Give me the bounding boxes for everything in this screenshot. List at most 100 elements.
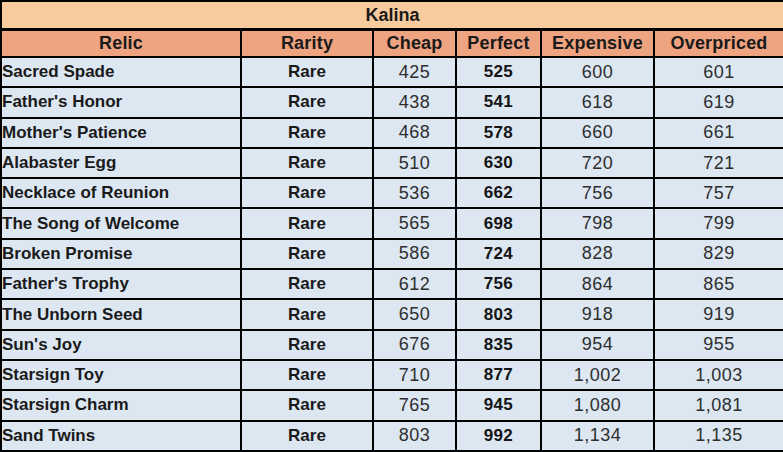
cheap-price-cell: 612: [373, 269, 456, 299]
relic-name-cell: Father's Trophy: [1, 269, 241, 299]
relic-name-cell: The Song of Welcome: [1, 208, 241, 238]
cheap-price-cell: 425: [373, 57, 456, 87]
rarity-cell: Rare: [241, 269, 373, 299]
table-row: The Unborn SeedRare650803918919: [1, 299, 783, 329]
table-row: Sand TwinsRare8039921,1341,135: [1, 421, 783, 451]
table-row: Starsign CharmRare7659451,0801,081: [1, 390, 783, 420]
relic-name-cell: Alabaster Egg: [1, 148, 241, 178]
rarity-cell: Rare: [241, 57, 373, 87]
expensive-price-cell: 660: [541, 118, 654, 148]
expensive-price-cell: 954: [541, 330, 654, 360]
table-row: Father's TrophyRare612756864865: [1, 269, 783, 299]
perfect-price-cell: 630: [456, 148, 541, 178]
cheap-price-cell: 650: [373, 299, 456, 329]
table-row: Necklace of ReunionRare536662756757: [1, 178, 783, 208]
relic-name-cell: Starsign Toy: [1, 360, 241, 390]
cheap-price-cell: 565: [373, 208, 456, 238]
relic-name-cell: The Unborn Seed: [1, 299, 241, 329]
expensive-price-cell: 828: [541, 239, 654, 269]
overpriced-price-cell: 601: [654, 57, 783, 87]
expensive-price-cell: 1,134: [541, 421, 654, 451]
overpriced-price-cell: 1,003: [654, 360, 783, 390]
perfect-price-cell: 877: [456, 360, 541, 390]
table-row: Father's HonorRare438541618619: [1, 87, 783, 117]
relic-name-cell: Broken Promise: [1, 239, 241, 269]
title-row: Kalina: [1, 1, 783, 30]
rarity-cell: Rare: [241, 360, 373, 390]
overpriced-price-cell: 799: [654, 208, 783, 238]
rarity-cell: Rare: [241, 421, 373, 451]
perfect-price-cell: 662: [456, 178, 541, 208]
rarity-cell: Rare: [241, 239, 373, 269]
overpriced-price-cell: 619: [654, 87, 783, 117]
rarity-cell: Rare: [241, 299, 373, 329]
rarity-cell: Rare: [241, 87, 373, 117]
rarity-cell: Rare: [241, 330, 373, 360]
relic-name-cell: Starsign Charm: [1, 390, 241, 420]
expensive-price-cell: 798: [541, 208, 654, 238]
expensive-price-cell: 918: [541, 299, 654, 329]
rarity-cell: Rare: [241, 390, 373, 420]
expensive-price-cell: 1,002: [541, 360, 654, 390]
column-header-overpriced: Overpriced: [654, 30, 783, 58]
perfect-price-cell: 724: [456, 239, 541, 269]
perfect-price-cell: 698: [456, 208, 541, 238]
perfect-price-cell: 945: [456, 390, 541, 420]
perfect-price-cell: 756: [456, 269, 541, 299]
overpriced-price-cell: 829: [654, 239, 783, 269]
cheap-price-cell: 710: [373, 360, 456, 390]
overpriced-price-cell: 1,081: [654, 390, 783, 420]
column-header-row: RelicRarityCheapPerfectExpensiveOverpric…: [1, 30, 783, 58]
rarity-cell: Rare: [241, 118, 373, 148]
relic-name-cell: Necklace of Reunion: [1, 178, 241, 208]
table-row: The Song of WelcomeRare565698798799: [1, 208, 783, 238]
kalina-price-table-page: Kalina RelicRarityCheapPerfectExpensiveO…: [0, 0, 783, 452]
cheap-price-cell: 803: [373, 421, 456, 451]
overpriced-price-cell: 955: [654, 330, 783, 360]
expensive-price-cell: 720: [541, 148, 654, 178]
cheap-price-cell: 510: [373, 148, 456, 178]
cheap-price-cell: 468: [373, 118, 456, 148]
perfect-price-cell: 578: [456, 118, 541, 148]
perfect-price-cell: 992: [456, 421, 541, 451]
column-header-rarity: Rarity: [241, 30, 373, 58]
table-row: Alabaster EggRare510630720721: [1, 148, 783, 178]
relic-name-cell: Sand Twins: [1, 421, 241, 451]
overpriced-price-cell: 1,135: [654, 421, 783, 451]
perfect-price-cell: 541: [456, 87, 541, 117]
table-row: Broken PromiseRare586724828829: [1, 239, 783, 269]
relic-name-cell: Father's Honor: [1, 87, 241, 117]
column-header-relic: Relic: [1, 30, 241, 58]
cheap-price-cell: 586: [373, 239, 456, 269]
expensive-price-cell: 756: [541, 178, 654, 208]
perfect-price-cell: 525: [456, 57, 541, 87]
column-header-perfect: Perfect: [456, 30, 541, 58]
cheap-price-cell: 536: [373, 178, 456, 208]
table-row: Sun's JoyRare676835954955: [1, 330, 783, 360]
relic-name-cell: Mother's Patience: [1, 118, 241, 148]
overpriced-price-cell: 919: [654, 299, 783, 329]
rarity-cell: Rare: [241, 208, 373, 238]
expensive-price-cell: 618: [541, 87, 654, 117]
kalina-price-table: Kalina RelicRarityCheapPerfectExpensiveO…: [0, 0, 783, 452]
perfect-price-cell: 835: [456, 330, 541, 360]
overpriced-price-cell: 757: [654, 178, 783, 208]
cheap-price-cell: 676: [373, 330, 456, 360]
column-header-cheap: Cheap: [373, 30, 456, 58]
overpriced-price-cell: 661: [654, 118, 783, 148]
table-title: Kalina: [1, 1, 783, 30]
table-row: Sacred SpadeRare425525600601: [1, 57, 783, 87]
perfect-price-cell: 803: [456, 299, 541, 329]
column-header-expensive: Expensive: [541, 30, 654, 58]
rarity-cell: Rare: [241, 148, 373, 178]
expensive-price-cell: 864: [541, 269, 654, 299]
expensive-price-cell: 1,080: [541, 390, 654, 420]
rarity-cell: Rare: [241, 178, 373, 208]
table-row: Starsign ToyRare7108771,0021,003: [1, 360, 783, 390]
table-row: Mother's PatienceRare468578660661: [1, 118, 783, 148]
relic-name-cell: Sun's Joy: [1, 330, 241, 360]
relic-name-cell: Sacred Spade: [1, 57, 241, 87]
cheap-price-cell: 438: [373, 87, 456, 117]
overpriced-price-cell: 721: [654, 148, 783, 178]
expensive-price-cell: 600: [541, 57, 654, 87]
